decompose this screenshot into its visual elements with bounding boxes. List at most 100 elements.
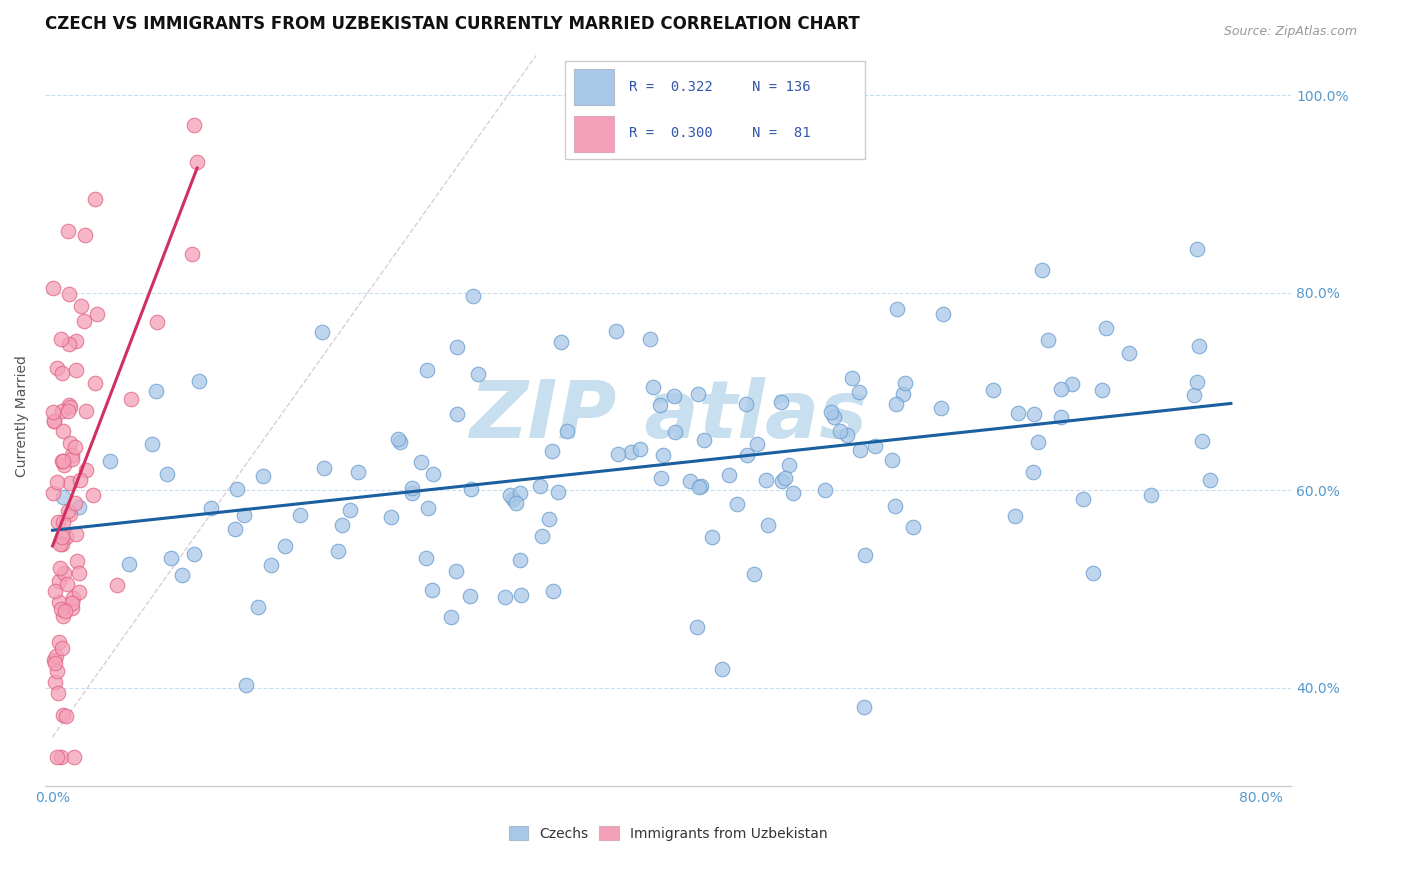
Point [330, 517, 353, 532]
Point [346, 465, 368, 479]
Point [328, 544, 350, 558]
Point [58, 336, 80, 351]
Point [1050, 410, 1073, 425]
Point [444, 564, 467, 578]
Point [105, 578, 128, 592]
Point [773, 471, 796, 485]
Point [51, 366, 73, 380]
Point [84, 376, 107, 391]
Point [770, 475, 793, 489]
Point [679, 474, 702, 488]
Point [848, 384, 870, 399]
Point [782, 486, 804, 500]
Point [828, 424, 851, 438]
Point [172, 568, 194, 582]
Point [52, 566, 75, 580]
Point [1191, 434, 1213, 448]
Point [555, 424, 578, 438]
Point [880, 453, 903, 467]
Point [643, 379, 665, 393]
Point [901, 520, 924, 534]
Point [60, 448, 83, 462]
Point [55, 709, 77, 723]
Point [49, 333, 72, 347]
Point [814, 483, 837, 498]
Point [409, 455, 432, 469]
Y-axis label: Currently Married: Currently Married [15, 355, 30, 477]
Point [494, 590, 516, 604]
Point [55, 576, 77, 591]
Point [401, 481, 423, 495]
Point [1004, 508, 1026, 523]
Point [778, 458, 800, 473]
Point [65, 363, 87, 377]
Point [45, 664, 67, 678]
Point [710, 662, 733, 676]
Point [686, 620, 709, 634]
Point [505, 496, 527, 510]
Point [863, 439, 886, 453]
Point [422, 467, 444, 481]
Point [745, 437, 768, 451]
Point [742, 567, 765, 582]
Point [312, 461, 335, 475]
Point [60, 600, 83, 615]
Point [69, 473, 91, 487]
Point [509, 552, 531, 566]
Point [607, 447, 630, 461]
Point [692, 433, 714, 447]
Point [52, 454, 75, 468]
Point [981, 383, 1004, 397]
Point [65, 526, 87, 541]
Point [159, 551, 181, 566]
Point [446, 407, 468, 421]
Point [689, 480, 711, 494]
Point [467, 367, 489, 381]
Point [605, 324, 627, 338]
Point [83, 192, 105, 206]
Point [48, 536, 70, 550]
Point [56, 403, 79, 417]
Point [758, 518, 780, 533]
Point [849, 442, 872, 457]
Point [45, 749, 67, 764]
Point [550, 334, 572, 349]
Point [58, 287, 80, 301]
Point [186, 155, 208, 169]
Point [52, 608, 75, 623]
Point [45, 649, 67, 664]
Point [82, 487, 104, 501]
Point [1118, 346, 1140, 360]
Point [73, 228, 96, 243]
Point [463, 289, 485, 303]
Point [65, 334, 87, 348]
Point [841, 371, 863, 385]
Point [46, 515, 69, 529]
Point [48, 686, 70, 700]
Point [931, 401, 953, 416]
Point [63, 495, 86, 509]
Point [717, 467, 740, 482]
Point [1071, 491, 1094, 506]
Point [183, 118, 205, 132]
Point [823, 410, 845, 425]
Point [1049, 382, 1071, 396]
Point [224, 522, 246, 536]
Point [1095, 320, 1118, 334]
Point [420, 583, 443, 598]
Point [884, 499, 907, 513]
Point [232, 508, 254, 523]
Point [531, 529, 554, 543]
Point [44, 656, 66, 670]
Point [75, 463, 97, 477]
Point [65, 554, 87, 568]
Point [1140, 488, 1163, 502]
Point [931, 308, 953, 322]
Point [49, 561, 72, 575]
Point [1036, 334, 1059, 348]
Point [886, 301, 908, 316]
Point [440, 610, 463, 624]
Point [311, 325, 333, 339]
Legend: Czechs, Immigrants from Uzbekistan: Czechs, Immigrants from Uzbekistan [503, 821, 834, 847]
Point [755, 473, 778, 487]
